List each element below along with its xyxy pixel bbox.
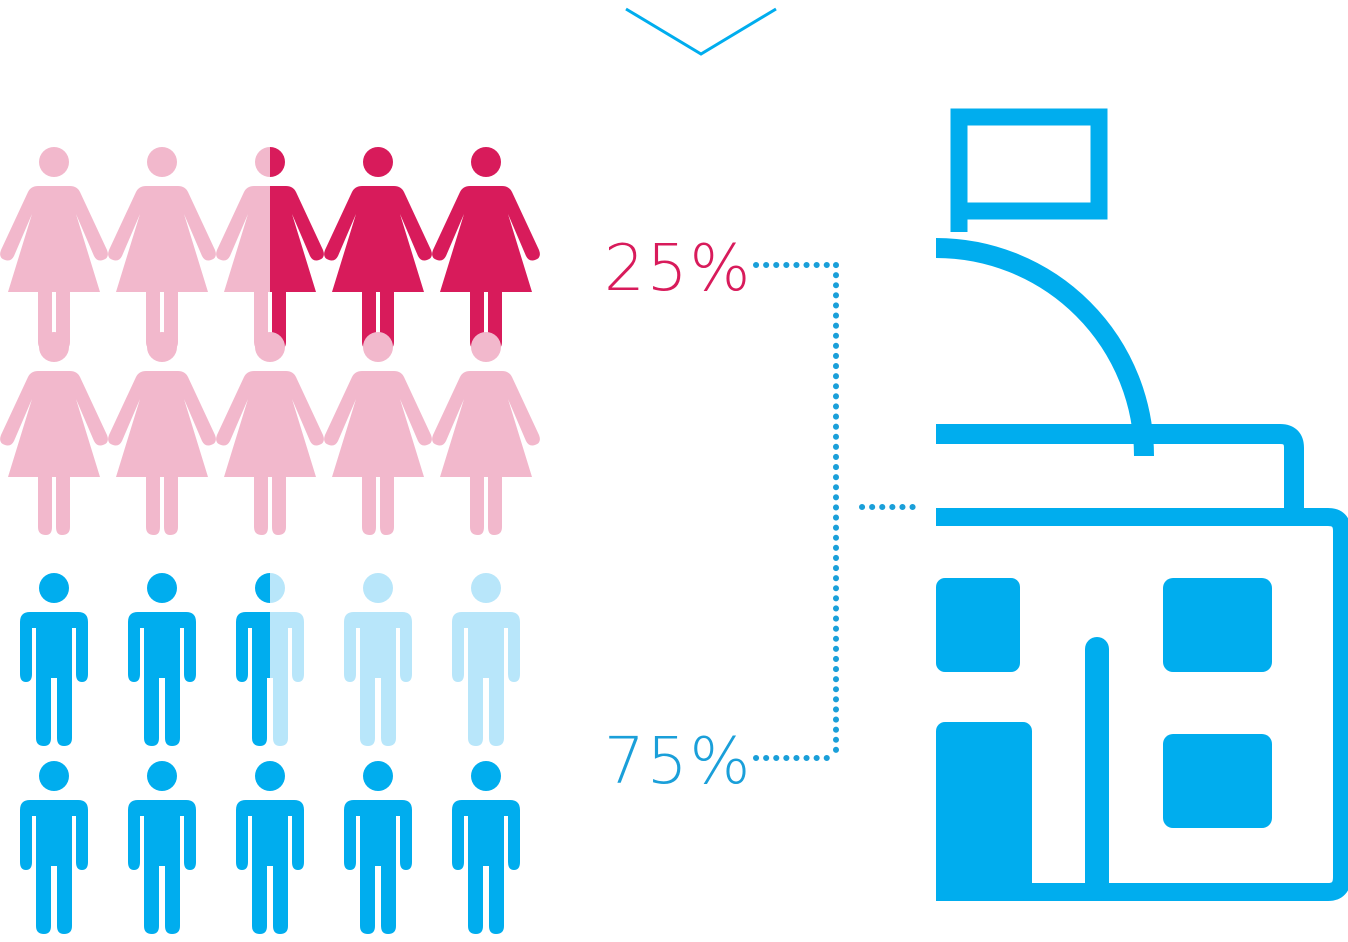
male-person-icon	[236, 573, 304, 746]
female-person-icon	[432, 147, 540, 350]
male-person-icon	[344, 761, 412, 934]
male-icon-grid	[20, 573, 520, 934]
male-person-icon	[236, 761, 304, 934]
female-person-icon	[108, 147, 216, 350]
male-person-icon	[20, 573, 88, 746]
female-person-icon	[216, 332, 324, 535]
building-with-flag-icon	[935, 108, 1348, 901]
female-person-icon	[432, 332, 540, 535]
female-person-icon	[0, 147, 108, 350]
female-person-icon	[324, 147, 432, 350]
connector-lines	[753, 262, 925, 761]
female-person-icon	[108, 332, 216, 535]
female-person-icon	[324, 332, 432, 535]
male-person-icon	[344, 573, 412, 746]
female-icon-grid	[0, 147, 540, 535]
female-percentage-label: 25%	[604, 232, 752, 306]
male-person-icon	[128, 761, 196, 934]
female-person-icon	[216, 147, 324, 350]
male-person-icon	[452, 573, 520, 746]
male-person-icon	[128, 573, 196, 746]
male-percentage-label: 75%	[604, 725, 752, 799]
female-person-icon	[0, 332, 108, 535]
male-person-icon	[20, 761, 88, 934]
chevron-down-icon[interactable]	[625, 7, 777, 56]
male-person-icon	[452, 761, 520, 934]
